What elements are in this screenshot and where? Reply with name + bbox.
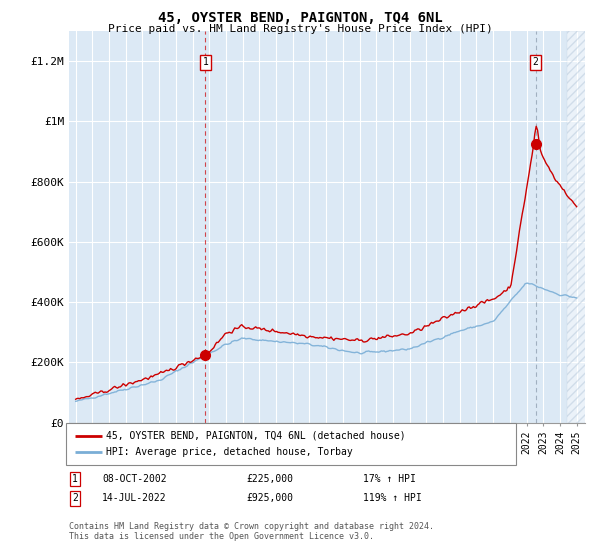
- Text: 119% ↑ HPI: 119% ↑ HPI: [363, 493, 422, 503]
- Text: HPI: Average price, detached house, Torbay: HPI: Average price, detached house, Torb…: [106, 447, 353, 457]
- Text: 17% ↑ HPI: 17% ↑ HPI: [363, 474, 416, 484]
- Text: Price paid vs. HM Land Registry's House Price Index (HPI): Price paid vs. HM Land Registry's House …: [107, 24, 493, 34]
- Text: 45, OYSTER BEND, PAIGNTON, TQ4 6NL (detached house): 45, OYSTER BEND, PAIGNTON, TQ4 6NL (deta…: [106, 431, 406, 441]
- Text: £225,000: £225,000: [246, 474, 293, 484]
- Text: 2: 2: [72, 493, 78, 503]
- Text: Contains HM Land Registry data © Crown copyright and database right 2024.
This d: Contains HM Land Registry data © Crown c…: [69, 522, 434, 542]
- Text: 08-OCT-2002: 08-OCT-2002: [102, 474, 167, 484]
- Bar: [566, 31, 600, 423]
- Text: 1: 1: [72, 474, 78, 484]
- Text: 45, OYSTER BEND, PAIGNTON, TQ4 6NL: 45, OYSTER BEND, PAIGNTON, TQ4 6NL: [158, 11, 442, 25]
- Text: 14-JUL-2022: 14-JUL-2022: [102, 493, 167, 503]
- Text: 2: 2: [533, 58, 539, 67]
- Text: £925,000: £925,000: [246, 493, 293, 503]
- Text: 1: 1: [202, 58, 208, 67]
